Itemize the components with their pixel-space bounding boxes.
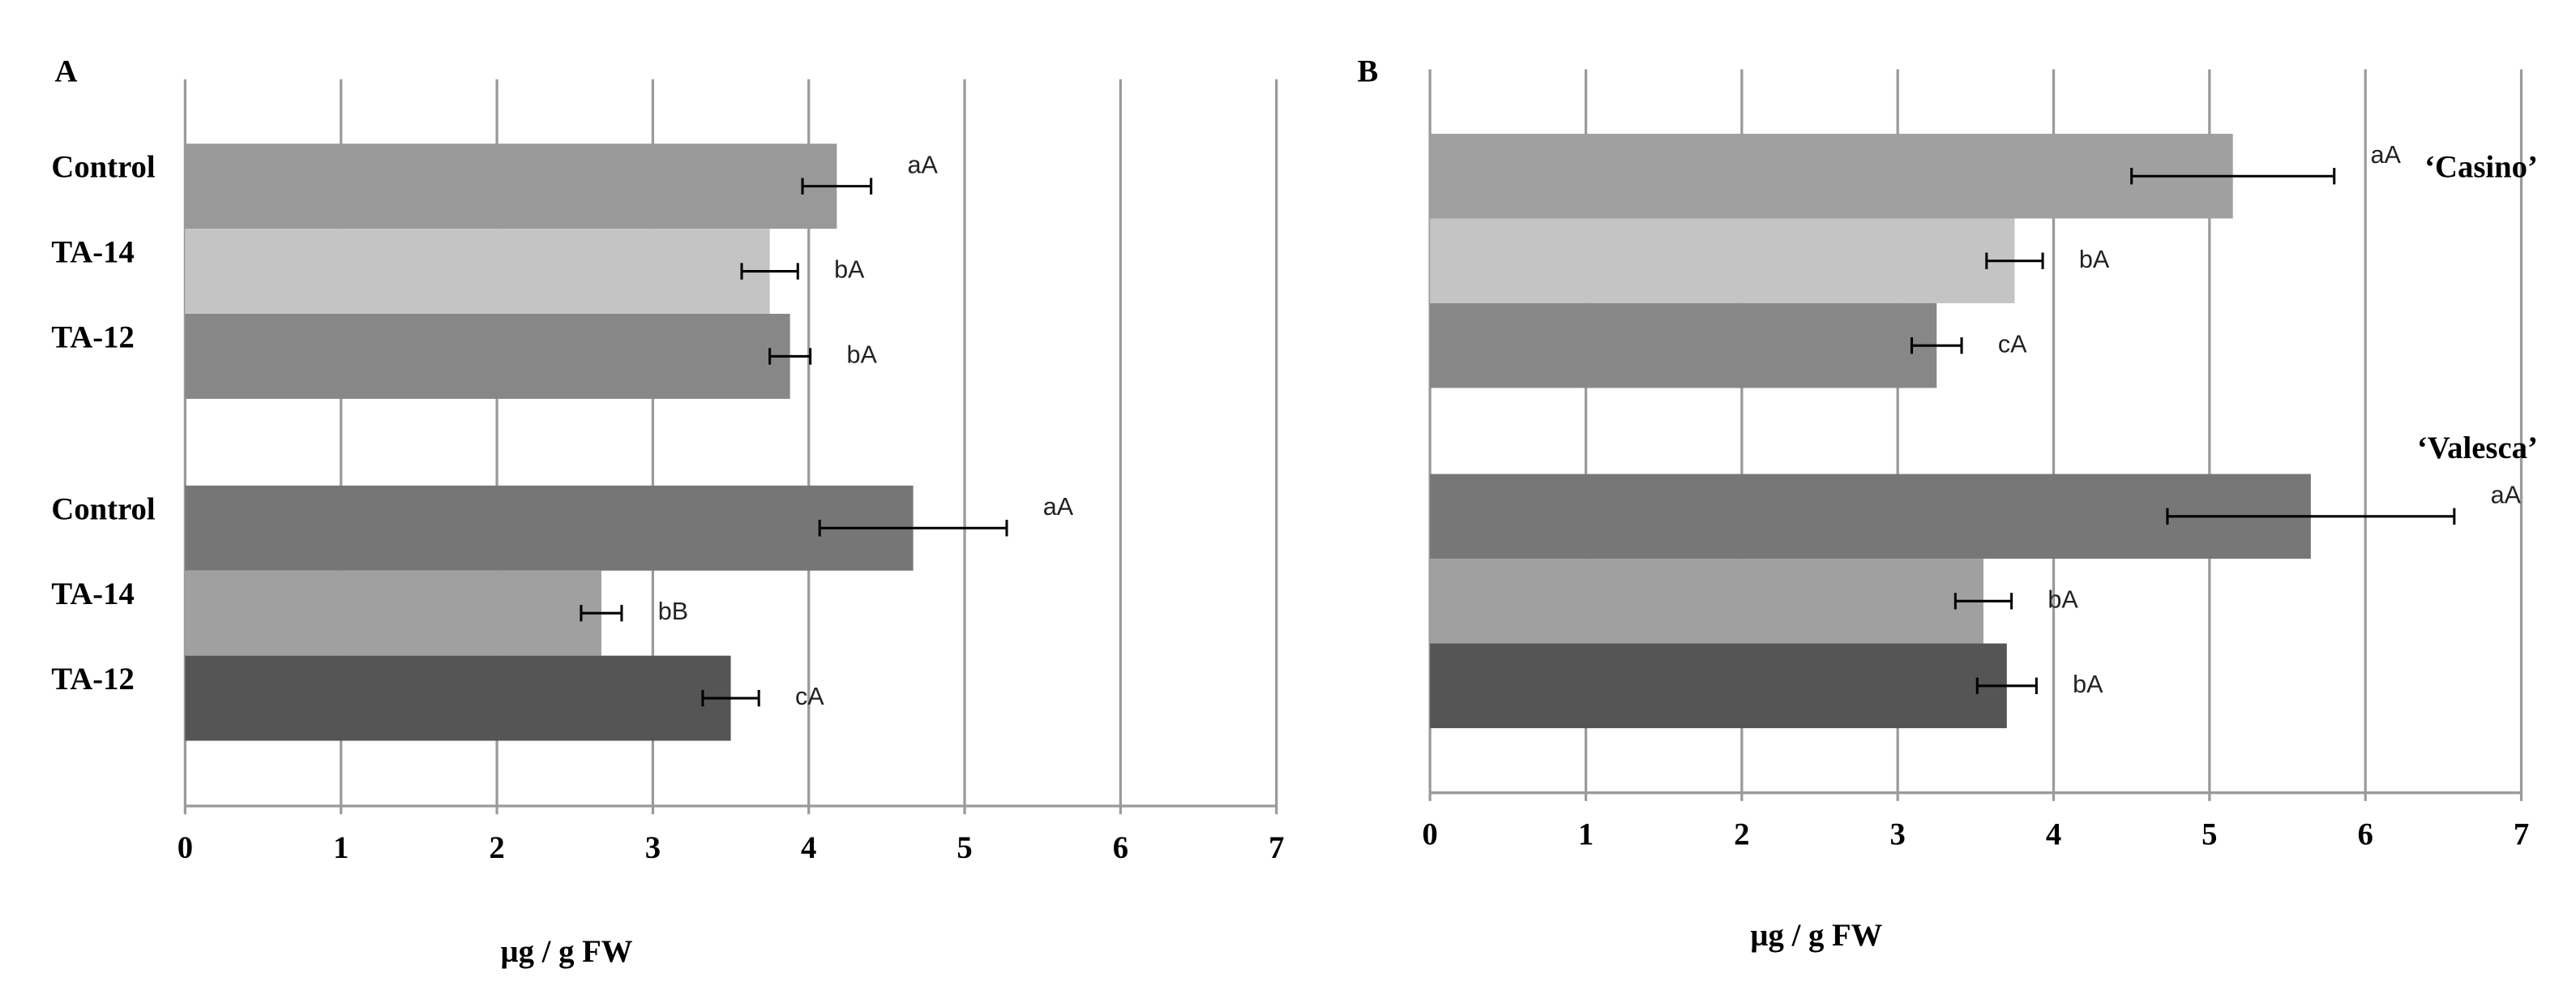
x-tick-label: 3 [645, 831, 661, 865]
significance-letter: aA [2491, 481, 2522, 508]
significance-letter: bA [834, 256, 865, 284]
bar [1430, 643, 2007, 729]
significance-letter: bA [846, 341, 877, 369]
significance-letter: bA [2079, 246, 2110, 273]
bar [185, 485, 914, 571]
x-tick-label: 2 [1734, 818, 1749, 852]
bar [185, 144, 837, 229]
bar [185, 570, 601, 656]
panel-label: B [1358, 55, 1379, 89]
y-tick-label: TA-14 [51, 577, 134, 611]
x-tick-label: 6 [2358, 818, 2373, 852]
x-tick-label: 4 [2046, 818, 2061, 852]
significance-letter: aA [907, 151, 938, 178]
bar [1430, 559, 1983, 644]
bar [1430, 302, 1937, 388]
significance-letter: cA [795, 683, 824, 710]
x-axis-title: µg / g FW [1750, 919, 1882, 953]
significance-letter: bB [658, 598, 688, 625]
x-tick-label: 1 [333, 831, 349, 865]
bar [185, 655, 731, 741]
bar [1430, 474, 2311, 559]
y-tick-label: Control [51, 151, 155, 185]
significance-letter: bA [2048, 585, 2078, 613]
x-tick-label: 0 [178, 831, 193, 865]
x-tick-label: 2 [489, 831, 504, 865]
y-tick-label: TA-12 [51, 320, 134, 354]
y-tick-label: TA-14 [51, 236, 134, 270]
bar [185, 314, 790, 399]
significance-letter: aA [1043, 493, 1074, 521]
group-label: ‘Casino’ [2424, 151, 2538, 185]
group-label: ‘Valesca’ [2417, 431, 2538, 465]
y-tick-label: TA-12 [51, 662, 134, 697]
x-tick-label: 0 [1422, 818, 1437, 852]
bar [1430, 133, 2233, 219]
significance-letter: bA [2073, 671, 2103, 698]
x-tick-label: 7 [1269, 831, 1284, 865]
x-axis-title: µg / g FW [500, 935, 632, 969]
x-tick-label: 5 [2202, 818, 2217, 852]
x-tick-label: 6 [1113, 831, 1128, 865]
y-tick-label: Control [51, 492, 155, 526]
bar [1430, 218, 2015, 303]
x-tick-label: 4 [801, 831, 816, 865]
significance-letter: cA [1998, 330, 2027, 358]
x-tick-label: 3 [1890, 818, 1906, 852]
bar [185, 229, 770, 315]
x-tick-label: 7 [2514, 818, 2529, 852]
x-tick-label: 5 [956, 831, 972, 865]
significance-letter: aA [2371, 141, 2402, 169]
x-tick-label: 1 [1578, 818, 1594, 852]
panel-label: A [54, 55, 77, 89]
